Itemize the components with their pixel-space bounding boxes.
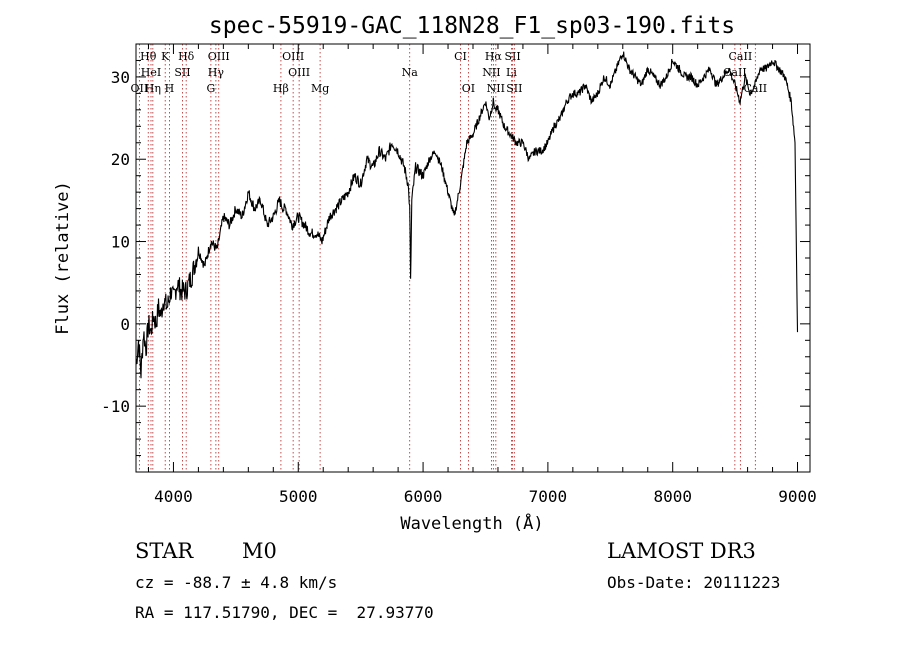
line-label-8: CaII bbox=[729, 50, 753, 63]
line-label-17: OII bbox=[131, 82, 149, 95]
line-label-1: K bbox=[161, 50, 170, 63]
emission-line-markers bbox=[138, 44, 756, 472]
y-axis-ticks: -10 0 10 20 30 bbox=[101, 43, 810, 457]
obs-date: Obs-Date: 20111223 bbox=[607, 573, 781, 592]
chart-title: spec-55919-GAC_118N28_F1_sp03-190.fits bbox=[209, 13, 735, 39]
line-label-20: G bbox=[206, 82, 215, 95]
x-tick-label-5: 9000 bbox=[778, 487, 817, 506]
redshift-readout: cz = -88.7 ± 4.8 km/s bbox=[135, 573, 338, 592]
line-label-5: CI bbox=[454, 50, 467, 63]
line-label-10: SII bbox=[174, 66, 190, 79]
y-tick-label-0: -10 bbox=[101, 397, 130, 416]
spectrum-line bbox=[135, 51, 799, 379]
y-tick-label-1: 0 bbox=[120, 315, 130, 334]
object-subclass: M0 bbox=[242, 539, 277, 563]
x-tick-label-0: 4000 bbox=[154, 487, 193, 506]
line-label-13: Na bbox=[402, 66, 419, 79]
y-axis-label: Flux (relative) bbox=[53, 181, 73, 335]
line-label-25: SII bbox=[506, 82, 522, 95]
line-label-12: OIII bbox=[288, 66, 310, 79]
plot-frame bbox=[135, 43, 811, 473]
y-tick-label-2: 10 bbox=[111, 233, 130, 252]
x-axis-ticks: 4000 5000 6000 7000 8000 9000 bbox=[147, 44, 817, 506]
x-tick-label-2: 6000 bbox=[404, 487, 443, 506]
y-tick-label-3: 20 bbox=[111, 150, 130, 169]
line-label-21: Hβ bbox=[273, 82, 289, 95]
y-tick-label-4: 30 bbox=[111, 68, 130, 87]
line-label-11: Hγ bbox=[208, 66, 225, 79]
x-tick-label-4: 8000 bbox=[653, 487, 692, 506]
line-label-23: OI bbox=[462, 82, 475, 95]
line-label-3: OIII bbox=[208, 50, 230, 63]
line-label-19: H bbox=[165, 82, 175, 95]
line-label-22: Mg bbox=[311, 82, 329, 95]
survey-name: LAMOST DR3 bbox=[607, 539, 756, 563]
line-label-9: HeI bbox=[141, 66, 161, 79]
coordinates: RA = 117.51790, DEC = 27.93770 bbox=[135, 603, 434, 622]
line-label-0: Hθ bbox=[140, 50, 157, 63]
x-tick-label-3: 7000 bbox=[529, 487, 568, 506]
x-axis-label: Wavelength (Å) bbox=[400, 512, 543, 534]
line-label-15: Li bbox=[506, 66, 517, 79]
line-label-24: NII bbox=[487, 82, 505, 95]
x-tick-label-1: 5000 bbox=[279, 487, 318, 506]
line-label-14: NII bbox=[482, 66, 500, 79]
line-label-7: SII bbox=[504, 50, 520, 63]
object-class: STAR bbox=[135, 539, 194, 563]
line-label-4: OIII bbox=[282, 50, 304, 63]
line-label-2: Hδ bbox=[178, 50, 195, 63]
line-label-6: Hα bbox=[485, 50, 503, 63]
line-label-18: Hη bbox=[145, 82, 161, 95]
